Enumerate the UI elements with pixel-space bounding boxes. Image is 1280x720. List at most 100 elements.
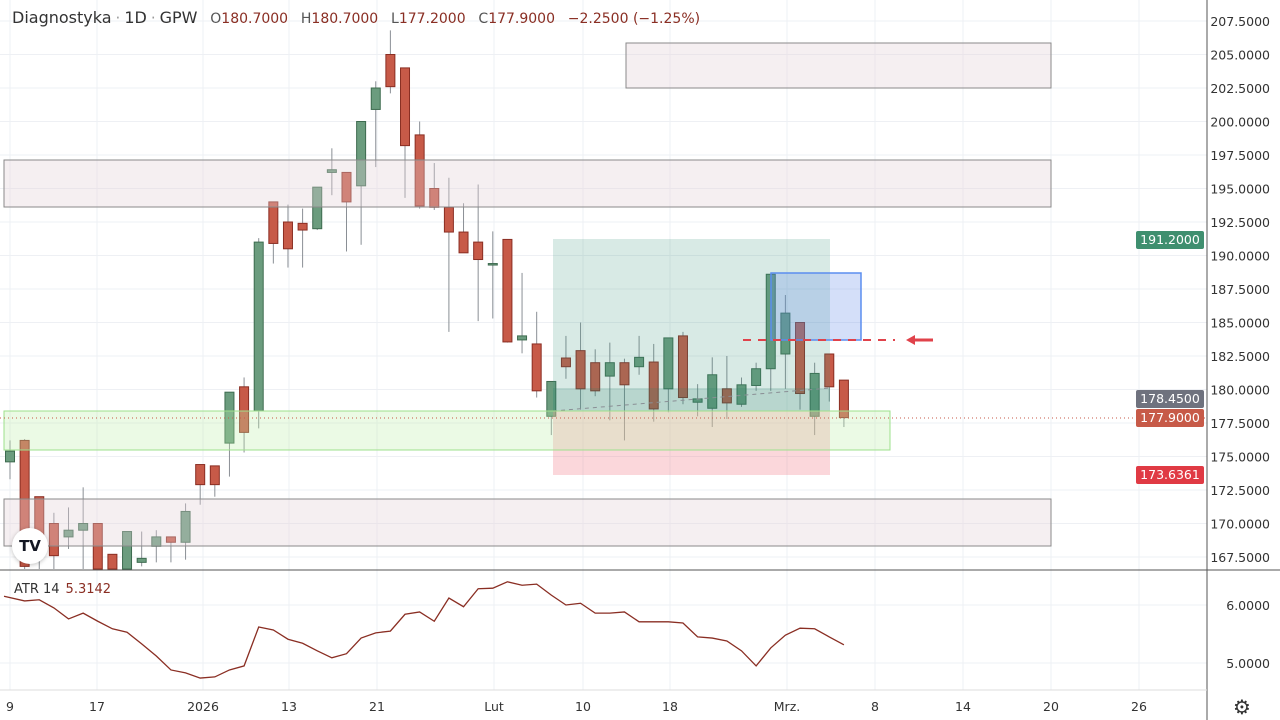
price-tick-label: 197.5000: [1210, 148, 1270, 163]
time-tick-label: Lut: [484, 699, 504, 714]
symbol-name[interactable]: Diagnostyka: [12, 8, 112, 27]
candle-body: [458, 231, 469, 254]
tradingview-logo[interactable]: TV: [12, 528, 48, 564]
candle: [648, 343, 659, 422]
candle-body: [136, 557, 147, 563]
candle: [502, 238, 513, 343]
candle: [560, 335, 571, 379]
close-value: 177.9000: [488, 11, 555, 27]
candle-body: [356, 121, 367, 187]
candle-body: [414, 134, 425, 207]
candle-body: [619, 362, 630, 386]
time-tick-label: 13: [281, 699, 297, 714]
time-axis[interactable]: 9 17 2026 13 21 Lut 10 18 Mrz. 8 14 20 26: [6, 699, 1147, 714]
price-tick-label: 175.0000: [1210, 450, 1270, 465]
target-price-tag: 191.2000: [1136, 231, 1204, 249]
candle: [107, 553, 118, 570]
candle: [590, 349, 601, 397]
candle-body: [253, 241, 264, 412]
candle: [634, 335, 645, 375]
position-profit-area[interactable]: [553, 239, 830, 411]
candle-body: [780, 312, 791, 355]
time-tick-label: 14: [955, 699, 971, 714]
price-tick-label: 202.5000: [1210, 81, 1270, 96]
position-stop-area[interactable]: [553, 411, 830, 475]
price-tick-label: 170.0000: [1210, 517, 1270, 532]
atr-legend[interactable]: ATR 14 5.3142: [14, 582, 111, 597]
price-tick-label: 190.0000: [1210, 249, 1270, 264]
candle: [239, 377, 250, 453]
candle: [312, 186, 323, 231]
candle-body: [239, 386, 250, 433]
candle: [677, 331, 688, 405]
price-tick-label: 187.5000: [1210, 282, 1270, 297]
price-tick-label: 167.5000: [1210, 550, 1270, 565]
price-tick-label: 192.5000: [1210, 215, 1270, 230]
candle-body: [19, 439, 30, 567]
candle: [297, 208, 308, 268]
candle-body: [282, 221, 293, 250]
candle-body: [560, 357, 571, 368]
resistance-zone-top[interactable]: [625, 42, 1052, 89]
candle-body: [268, 201, 279, 244]
candle: [356, 121, 367, 245]
candle: [575, 322, 586, 410]
interval[interactable]: 1D: [124, 8, 147, 27]
gear-icon[interactable]: ⚙: [1233, 695, 1251, 719]
price-axis[interactable]: 207.5000 205.0000 202.5000 200.0000 197.5000…: [1210, 14, 1270, 671]
candle-body: [677, 335, 688, 399]
candle-body: [531, 343, 542, 392]
time-tick-label: 2026: [187, 699, 219, 714]
candle: [209, 465, 220, 497]
candle: [385, 30, 396, 94]
candle: [838, 379, 849, 428]
time-tick-label: 21: [369, 699, 385, 714]
price-tick-label: 172.5000: [1210, 483, 1270, 498]
candle-body: [663, 337, 674, 390]
arrow-left-icon[interactable]: [906, 335, 933, 345]
candle-body: [180, 510, 191, 543]
candle-body: [648, 361, 659, 410]
candle-body: [634, 356, 645, 368]
candle: [517, 272, 528, 354]
candle-body: [400, 67, 411, 147]
candle: [824, 353, 835, 402]
candle: [165, 536, 176, 563]
candle: [268, 201, 279, 264]
close-label: C: [478, 11, 489, 27]
candle-body: [209, 465, 220, 486]
candle: [48, 512, 59, 569]
candle: [546, 380, 557, 436]
candle: [487, 231, 498, 319]
candle-body: [48, 523, 59, 557]
candle-body: [443, 206, 454, 233]
candle: [180, 503, 191, 560]
price-tick-label: 182.5000: [1210, 349, 1270, 364]
candle-body: [824, 353, 835, 388]
demand-zone[interactable]: [3, 410, 891, 451]
support-zone-bottom[interactable]: [3, 498, 1052, 547]
highlight-box[interactable]: [770, 272, 862, 341]
candle: [795, 322, 806, 410]
candle-body: [122, 531, 133, 570]
candle-body: [838, 379, 849, 419]
candle-body: [604, 362, 615, 377]
candle: [458, 203, 469, 254]
candle: [63, 507, 74, 549]
candle-body: [63, 529, 74, 538]
atr-tick-label: 6.0000: [1226, 598, 1270, 613]
candle: [619, 358, 630, 441]
candle: [122, 531, 133, 570]
candle-body: [107, 553, 118, 570]
candle: [326, 148, 337, 196]
candle: [414, 121, 425, 209]
candle-body: [707, 374, 718, 409]
last-price-tag: 177.9000: [1136, 409, 1204, 427]
price-tick-label: 177.5000: [1210, 416, 1270, 431]
candle-body: [195, 464, 206, 486]
candle-body: [809, 372, 820, 417]
candle: [370, 81, 381, 168]
resistance-zone-mid[interactable]: [3, 159, 1052, 208]
change-value: −2.2500 (−1.25%): [567, 11, 701, 27]
